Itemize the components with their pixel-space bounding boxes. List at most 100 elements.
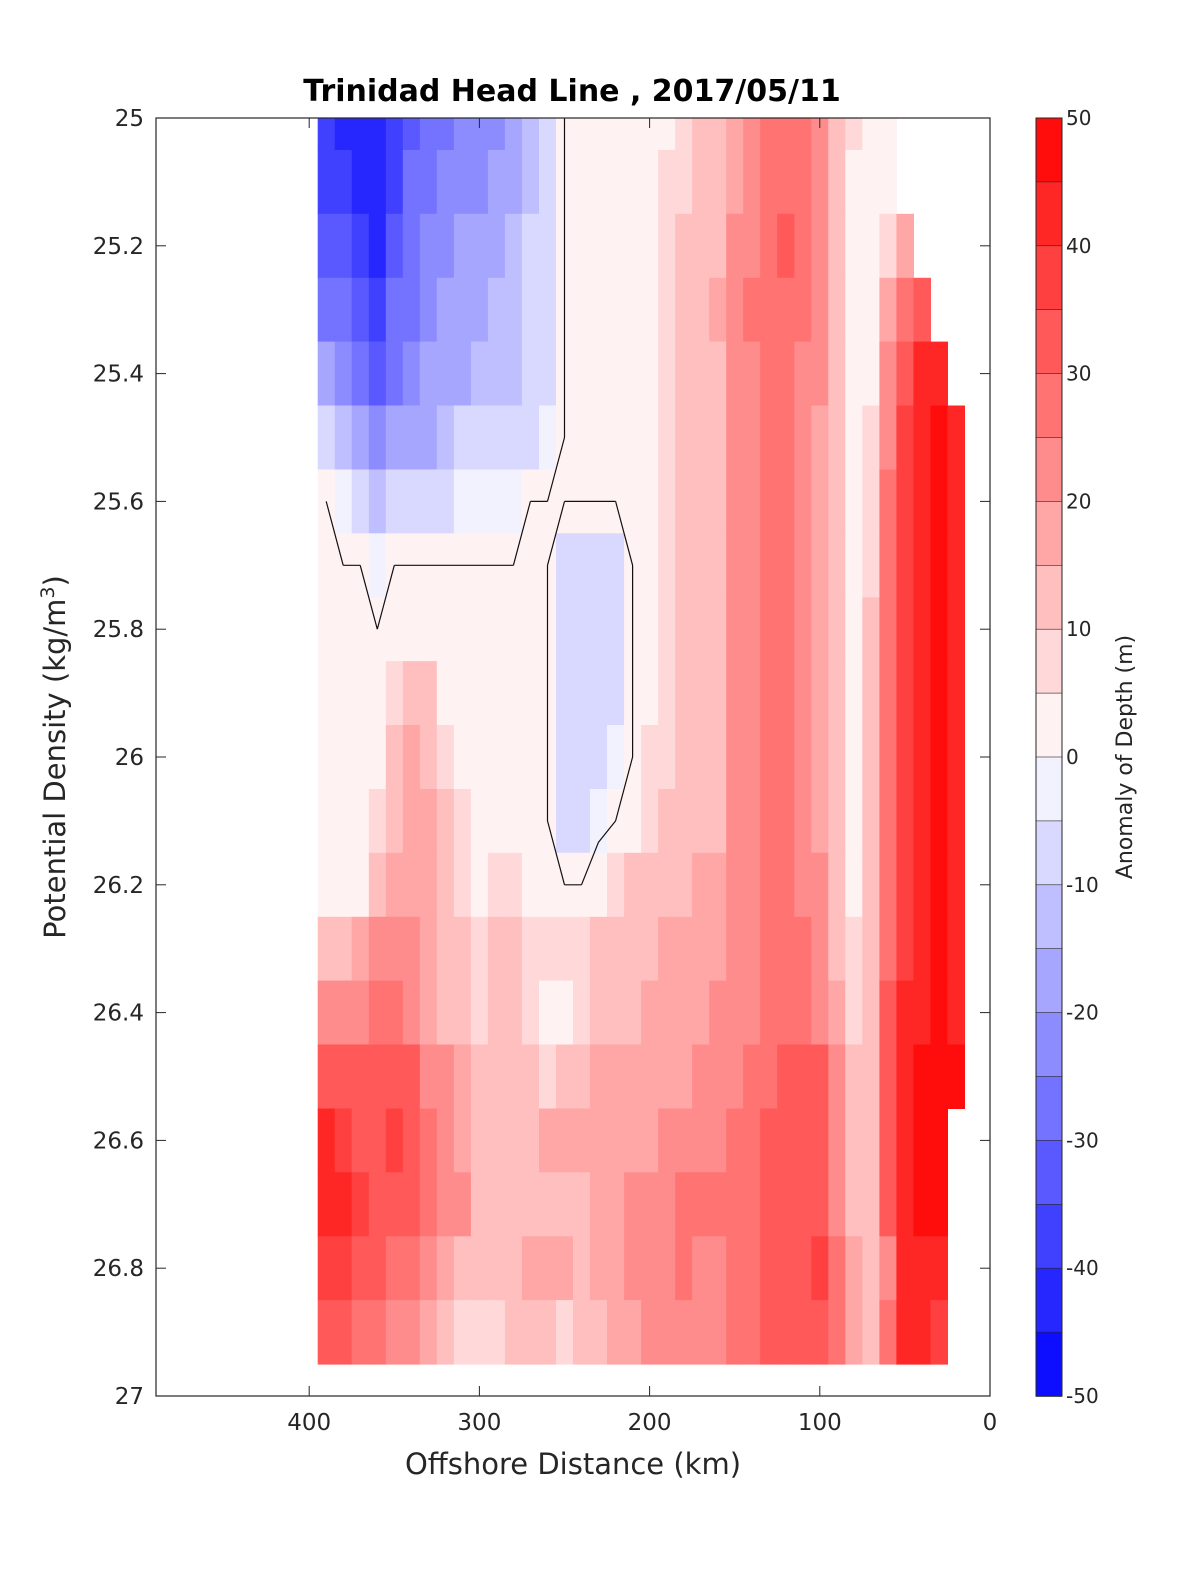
contour-cell bbox=[675, 916, 693, 982]
contour-cell bbox=[504, 405, 523, 470]
y-tick-label: 25 bbox=[115, 106, 144, 132]
contour-cell bbox=[402, 118, 421, 151]
contour-cell bbox=[453, 277, 472, 343]
contour-cell bbox=[692, 852, 710, 918]
contour-cell bbox=[641, 469, 659, 534]
contour-cell bbox=[845, 852, 863, 918]
contour-cell bbox=[539, 852, 557, 918]
contour-cell bbox=[573, 405, 591, 470]
contour-cell bbox=[794, 533, 812, 598]
contour-cell bbox=[368, 213, 387, 279]
x-tick-label: 200 bbox=[628, 1410, 672, 1436]
contour-cell bbox=[402, 1044, 421, 1109]
contour-cell bbox=[470, 725, 489, 790]
contour-cell bbox=[794, 852, 812, 918]
contour-cell bbox=[675, 1172, 693, 1237]
contour-cell bbox=[436, 597, 455, 662]
contour-cell bbox=[692, 789, 710, 854]
contour-cell bbox=[607, 1044, 625, 1109]
contour-cell bbox=[828, 916, 846, 982]
contour-cell bbox=[402, 725, 421, 790]
contour-cell bbox=[453, 213, 472, 279]
contour-cell bbox=[879, 213, 897, 279]
contour-cell bbox=[590, 1172, 608, 1237]
contour-cell bbox=[368, 916, 387, 982]
contour-cell bbox=[726, 597, 744, 662]
contour-cell bbox=[862, 1044, 880, 1109]
contour-cell bbox=[317, 1172, 336, 1237]
contour-cell bbox=[334, 118, 353, 151]
contour-cell bbox=[947, 916, 965, 982]
contour-cell bbox=[828, 1172, 846, 1237]
contour-cell bbox=[436, 150, 455, 215]
contour-cell bbox=[590, 1300, 608, 1365]
contour-cell bbox=[539, 1172, 557, 1237]
contour-cell bbox=[760, 1044, 778, 1109]
colorbar: 50 40 30 20 10 0 -10 -20 -30 -40 -50 Anomaly of De… bbox=[1035, 106, 1138, 1408]
zero-contour-line bbox=[325, 118, 634, 886]
contour-cell bbox=[930, 725, 948, 790]
contour-cell bbox=[692, 1172, 710, 1237]
contour-cell bbox=[675, 852, 693, 918]
colorbar-tick-label: 20 bbox=[1066, 489, 1091, 513]
contour-cell bbox=[573, 789, 591, 854]
contour-cell bbox=[607, 980, 625, 1046]
contour-cell bbox=[641, 661, 659, 726]
contour-cell bbox=[930, 1044, 948, 1109]
contour-cell bbox=[879, 1044, 897, 1109]
contour-cell bbox=[590, 980, 608, 1046]
contour-cell bbox=[879, 118, 897, 151]
contour-cell bbox=[573, 1044, 591, 1109]
contour-cell bbox=[862, 341, 880, 407]
contour-cell bbox=[641, 1300, 659, 1365]
contour-cell bbox=[862, 1172, 880, 1237]
contour-cell bbox=[556, 1044, 574, 1109]
colorbar-band bbox=[1035, 501, 1063, 567]
contour-cell bbox=[624, 341, 642, 407]
contour-cell bbox=[913, 852, 931, 918]
contour-cell bbox=[539, 1236, 557, 1301]
contour-cell bbox=[402, 980, 421, 1046]
contour-cell bbox=[692, 1108, 710, 1173]
contour-cell bbox=[385, 469, 404, 534]
contour-cell bbox=[709, 852, 727, 918]
contour-cell bbox=[607, 533, 625, 598]
contour-cell bbox=[470, 597, 489, 662]
contour-cell bbox=[470, 661, 489, 726]
contour-cell bbox=[879, 980, 897, 1046]
contour-cell bbox=[624, 277, 642, 343]
contour-cell bbox=[743, 916, 761, 982]
contour-cell bbox=[402, 1172, 421, 1237]
contour-cell bbox=[504, 661, 523, 726]
y-tick-label: 26.8 bbox=[93, 1256, 144, 1282]
contour-cell bbox=[436, 1044, 455, 1109]
contour-cell bbox=[521, 916, 540, 982]
contour-cell bbox=[641, 213, 659, 279]
contour-cell bbox=[811, 1108, 829, 1173]
contour-cell bbox=[896, 1236, 914, 1301]
y-axis-label-superscript: 3 bbox=[37, 586, 59, 598]
contour-cell bbox=[777, 1172, 795, 1237]
contour-cell bbox=[402, 213, 421, 279]
contour-cell bbox=[539, 277, 557, 343]
colorbar-band bbox=[1035, 1140, 1063, 1206]
contour-cell bbox=[624, 1172, 642, 1237]
contour-cell bbox=[828, 213, 846, 279]
contour-cell bbox=[504, 1044, 523, 1109]
x-tick-label: 400 bbox=[287, 1410, 331, 1436]
contour-cell bbox=[777, 405, 795, 470]
colorbar-tick-label: -20 bbox=[1066, 1001, 1099, 1025]
contour-cell bbox=[709, 916, 727, 982]
contour-cell bbox=[947, 980, 965, 1046]
contour-cell bbox=[726, 980, 744, 1046]
contour-cell bbox=[658, 789, 676, 854]
contour-cell bbox=[590, 916, 608, 982]
contour-cell bbox=[487, 661, 506, 726]
contour-cell bbox=[539, 213, 557, 279]
contour-cell bbox=[368, 150, 387, 215]
contour-cell bbox=[760, 725, 778, 790]
contour-cell bbox=[930, 405, 948, 470]
contour-cell bbox=[760, 405, 778, 470]
contour-cell bbox=[760, 661, 778, 726]
contour-cell bbox=[470, 341, 489, 407]
